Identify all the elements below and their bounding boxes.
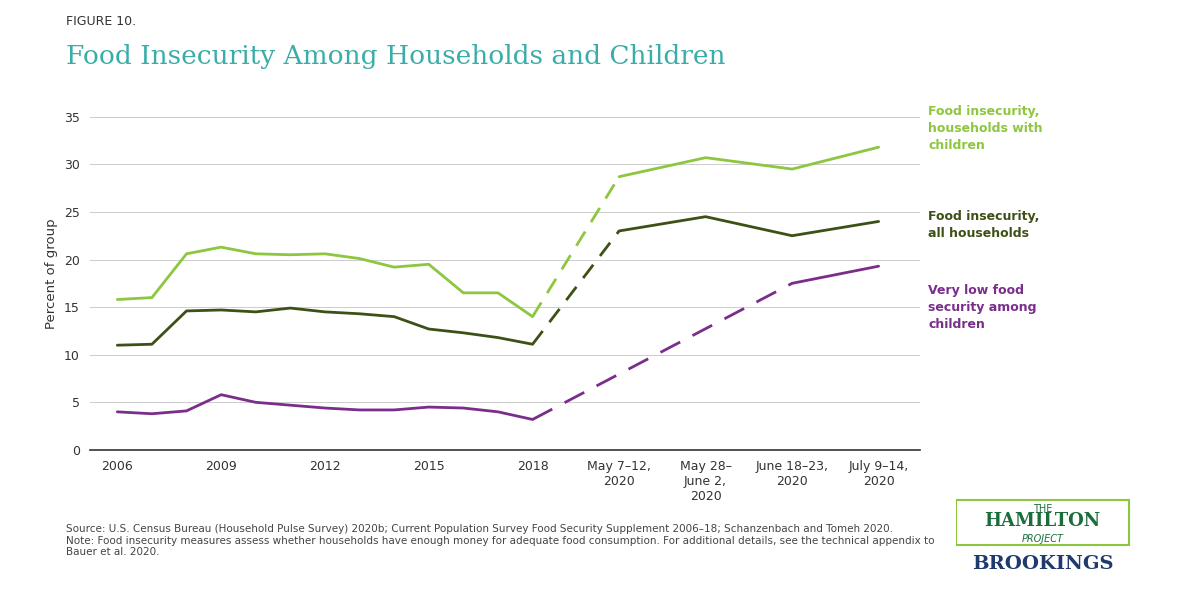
Text: Food insecurity,
households with
children: Food insecurity, households with childre… bbox=[929, 105, 1043, 152]
Bar bbox=[956, 500, 1128, 545]
Text: Source: U.S. Census Bureau (Household Pulse Survey) 2020b; Current Population Su: Source: U.S. Census Bureau (Household Pu… bbox=[66, 524, 934, 557]
Text: Food Insecurity Among Households and Children: Food Insecurity Among Households and Chi… bbox=[66, 44, 725, 69]
Text: HAMILTON: HAMILTON bbox=[985, 512, 1101, 530]
Text: PROJECT: PROJECT bbox=[1022, 534, 1064, 543]
Text: Food insecurity,
all households: Food insecurity, all households bbox=[929, 210, 1040, 240]
Text: THE: THE bbox=[1032, 504, 1052, 514]
Y-axis label: Percent of group: Percent of group bbox=[45, 218, 59, 329]
Text: Very low food
security among
children: Very low food security among children bbox=[929, 284, 1037, 332]
Text: BROOKINGS: BROOKINGS bbox=[972, 555, 1113, 573]
Text: FIGURE 10.: FIGURE 10. bbox=[66, 15, 136, 28]
